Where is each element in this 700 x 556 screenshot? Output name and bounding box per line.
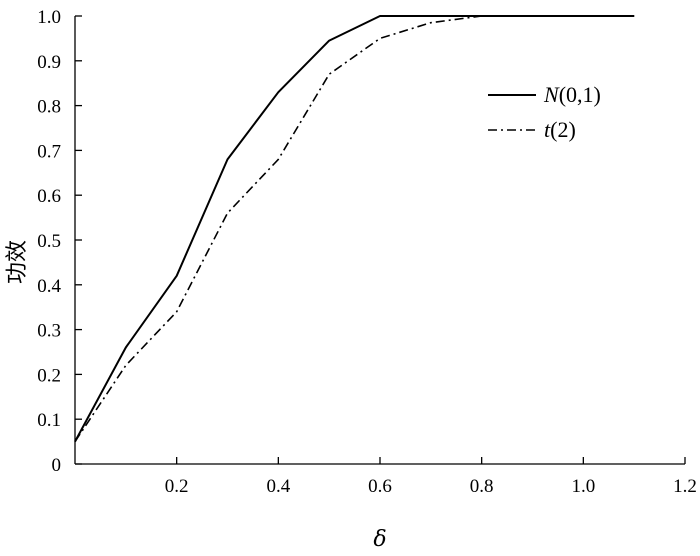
y-tick-label: 0 — [52, 455, 62, 476]
y-tick-label: 0.7 — [37, 141, 61, 162]
x-tick-label: 1.0 — [571, 476, 595, 497]
y-tick-label: 1.0 — [37, 7, 61, 28]
legend-label-t2-rest: (2) — [550, 117, 576, 142]
y-tick-label: 0.3 — [37, 321, 61, 342]
legend-label-n01-main: N — [543, 82, 560, 107]
y-tick-label: 0.1 — [37, 410, 61, 431]
legend-label-t2: t(2) — [544, 117, 576, 142]
y-tick-label: 0.5 — [37, 231, 61, 252]
series-line-n01 — [74, 15, 635, 443]
y-ticks: 0 0.1 0.2 0.3 0.4 0.5 0.6 0.7 0.8 0.9 1.0 — [37, 7, 82, 476]
series-line-t2 — [74, 15, 635, 443]
x-tick-label: 0.2 — [165, 476, 189, 497]
x-tick-label: 0.8 — [470, 476, 494, 497]
y-tick-label: 0.8 — [37, 97, 61, 118]
y-axis-label: 功效 — [5, 240, 30, 284]
legend-label-n01: N(0,1) — [543, 82, 601, 107]
y-tick-label: 0.2 — [37, 365, 61, 386]
x-tick-label: 0.4 — [266, 476, 290, 497]
y-tick-label: 0.6 — [37, 186, 61, 207]
legend: N(0,1) t(2) — [488, 82, 601, 142]
x-tick-label: 0.6 — [368, 476, 392, 497]
x-tick-label: 1.2 — [673, 476, 697, 497]
plot-lines — [74, 15, 635, 443]
legend-label-n01-rest: (0,1) — [559, 82, 601, 107]
x-axis-label: δ — [373, 527, 386, 552]
y-tick-label: 0.9 — [37, 52, 61, 73]
x-ticks: 0.2 0.4 0.6 0.8 1.0 1.2 — [165, 457, 697, 497]
y-tick-label: 0.4 — [37, 276, 61, 297]
legend-label-t2-main: t — [544, 117, 551, 142]
